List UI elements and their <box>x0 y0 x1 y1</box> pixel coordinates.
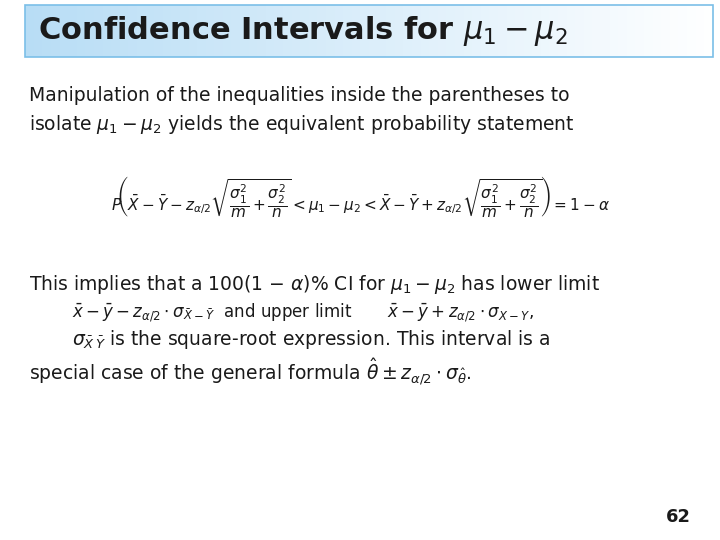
Bar <box>601 5 611 57</box>
Bar <box>248 5 258 57</box>
Bar <box>215 5 224 57</box>
Bar <box>403 5 413 57</box>
Bar <box>137 5 146 57</box>
Bar <box>593 5 602 57</box>
Bar <box>455 5 464 57</box>
Bar <box>420 5 430 57</box>
Bar <box>661 5 670 57</box>
Text: This implies that a 100(1 $-$ $\alpha$)% CI for $\mu_1 - \mu_2$ has lower limit: This implies that a 100(1 $-$ $\alpha$)%… <box>29 273 600 296</box>
Text: $\sigma_{\bar{X}\,\bar{Y}}$ is the square-root expression. This interval is a: $\sigma_{\bar{X}\,\bar{Y}}$ is the squar… <box>72 328 550 352</box>
Bar <box>274 5 284 57</box>
Bar <box>266 5 275 57</box>
Bar <box>120 5 129 57</box>
Bar <box>438 5 447 57</box>
Bar <box>283 5 292 57</box>
Bar <box>102 5 112 57</box>
Bar <box>206 5 215 57</box>
Bar <box>395 5 404 57</box>
Text: 62: 62 <box>666 509 691 526</box>
Text: special case of the general formula $\hat{\theta} \pm z_{\alpha/2} \cdot \sigma_: special case of the general formula $\ha… <box>29 356 472 387</box>
Bar <box>326 5 336 57</box>
Bar <box>670 5 679 57</box>
Bar <box>636 5 645 57</box>
Bar <box>300 5 310 57</box>
Bar <box>94 5 103 57</box>
Bar <box>567 5 576 57</box>
Bar <box>386 5 395 57</box>
Text: $P\!\left(\bar{X} - \bar{Y} - z_{\alpha/2}\sqrt{\dfrac{\sigma_1^2}{m}+\dfrac{\si: $P\!\left(\bar{X} - \bar{Y} - z_{\alpha/… <box>111 174 609 220</box>
Bar <box>145 5 155 57</box>
Bar <box>42 5 52 57</box>
Bar <box>523 5 533 57</box>
Bar <box>25 5 35 57</box>
Bar <box>515 5 524 57</box>
Bar <box>163 5 172 57</box>
Bar <box>644 5 653 57</box>
Bar <box>377 5 387 57</box>
Bar <box>240 5 249 57</box>
Bar <box>704 5 714 57</box>
Bar <box>128 5 138 57</box>
Bar <box>687 5 696 57</box>
Bar <box>86 5 95 57</box>
Bar <box>498 5 507 57</box>
Bar <box>171 5 181 57</box>
Bar <box>343 5 353 57</box>
Bar <box>154 5 163 57</box>
Bar <box>352 5 361 57</box>
Bar <box>696 5 705 57</box>
Bar <box>584 5 593 57</box>
Bar <box>51 5 60 57</box>
Text: Confidence Intervals for $\mu_1 - \mu_2$: Confidence Intervals for $\mu_1 - \mu_2$ <box>38 14 567 48</box>
Bar <box>446 5 456 57</box>
Bar <box>257 5 266 57</box>
Bar <box>490 5 499 57</box>
Bar <box>464 5 473 57</box>
Bar <box>318 5 327 57</box>
Bar <box>652 5 662 57</box>
Text: Manipulation of the inequalities inside the parentheses to: Manipulation of the inequalities inside … <box>29 86 570 105</box>
Bar <box>68 5 78 57</box>
Bar <box>232 5 240 57</box>
Bar <box>77 5 86 57</box>
Bar <box>678 5 688 57</box>
Bar <box>481 5 490 57</box>
Bar <box>575 5 585 57</box>
Bar <box>111 5 120 57</box>
Bar <box>627 5 636 57</box>
Bar <box>532 5 541 57</box>
Bar <box>412 5 421 57</box>
Bar <box>472 5 482 57</box>
Bar <box>361 5 370 57</box>
Bar <box>549 5 559 57</box>
Bar <box>34 5 43 57</box>
Bar <box>180 5 189 57</box>
Text: $\bar{x} - \bar{y} - z_{\alpha/2} \cdot \sigma_{\bar{X}-\bar{Y}}$  and upper lim: $\bar{x} - \bar{y} - z_{\alpha/2} \cdot … <box>72 301 534 324</box>
Bar <box>507 5 516 57</box>
Bar <box>610 5 619 57</box>
Text: isolate $\mu_1 - \mu_2$ yields the equivalent probability statement: isolate $\mu_1 - \mu_2$ yields the equiv… <box>29 113 575 137</box>
Bar <box>541 5 550 57</box>
Bar <box>335 5 344 57</box>
Bar <box>60 5 69 57</box>
Bar <box>197 5 207 57</box>
Bar <box>223 5 232 57</box>
Bar <box>558 5 567 57</box>
Bar <box>429 5 438 57</box>
Bar <box>292 5 301 57</box>
Bar <box>189 5 198 57</box>
Bar <box>369 5 378 57</box>
Bar <box>309 5 318 57</box>
Bar <box>25 5 713 57</box>
Bar <box>618 5 628 57</box>
